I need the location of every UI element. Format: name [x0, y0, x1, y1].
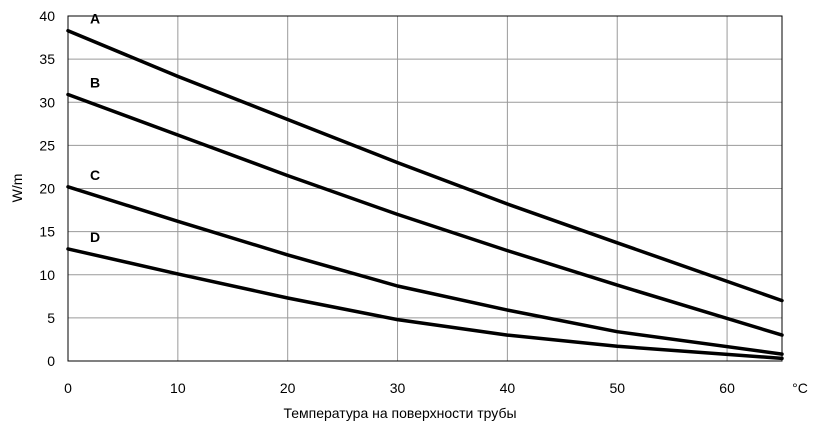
x-tick-label: 30	[390, 380, 406, 396]
series-label-c: C	[90, 167, 100, 183]
series-line-b	[66, 92, 784, 337]
x-tick-label: 60	[719, 380, 735, 396]
x-tick-label: 40	[500, 380, 516, 396]
series-lines: A B C D	[66, 11, 784, 361]
y-axis-ticks: 0 5 10 15 20 25 30 35 40	[39, 8, 55, 369]
series-label-b: B	[90, 74, 100, 90]
y-tick-label: 5	[47, 310, 55, 326]
x-axis-label: Температура на поверхности трубы	[283, 405, 516, 421]
y-tick-label: 0	[47, 353, 55, 369]
x-tick-label: 50	[609, 380, 625, 396]
y-tick-label: 35	[39, 51, 55, 67]
x-tick-label: 20	[280, 380, 296, 396]
y-tick-label: 40	[39, 8, 55, 24]
y-tick-label: 25	[39, 137, 55, 153]
x-tick-label: 0	[64, 380, 72, 396]
series-line-a	[66, 28, 784, 303]
y-axis-label: W/m	[9, 174, 25, 203]
y-tick-label: 10	[39, 267, 55, 283]
series-label-a: A	[90, 11, 100, 27]
y-tick-label: 20	[39, 181, 55, 197]
series-line-d	[66, 247, 784, 361]
y-tick-label: 30	[39, 94, 55, 110]
x-axis-ticks: 0 10 20 30 40 50 60	[64, 380, 735, 396]
grid	[68, 16, 782, 361]
x-axis-unit: °C	[792, 380, 808, 396]
series-label-d: D	[90, 229, 100, 245]
x-tick-label: 10	[170, 380, 186, 396]
series-line-c	[66, 185, 784, 356]
y-tick-label: 15	[39, 224, 55, 240]
